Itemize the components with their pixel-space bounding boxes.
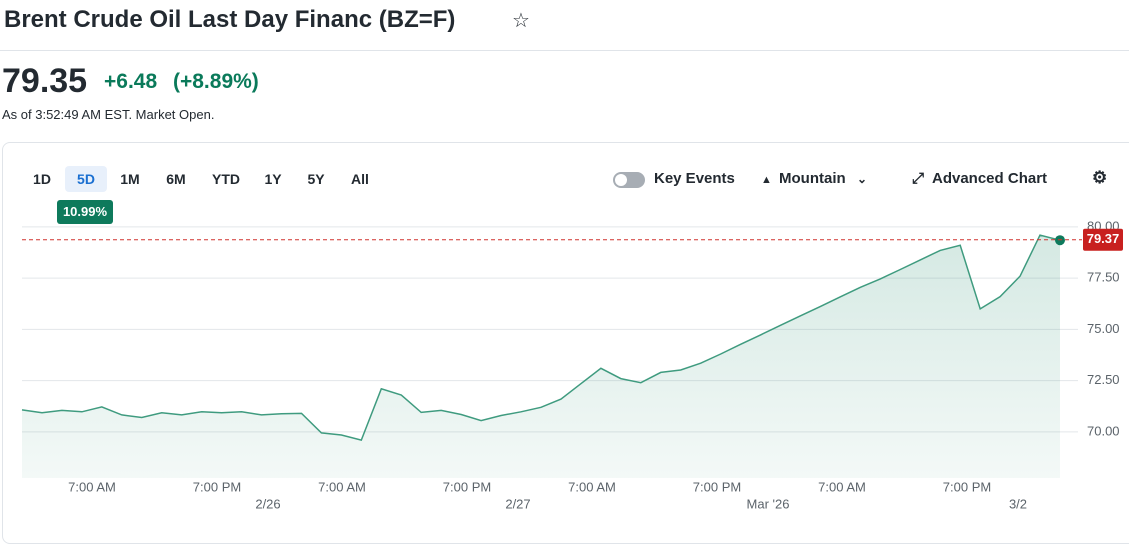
x-tick-label: 7:00 AM: [818, 479, 866, 494]
range-button[interactable]: All: [351, 171, 369, 187]
area: [22, 235, 1060, 478]
x-date-label: Mar '26: [747, 496, 790, 511]
price-change-pct: (+8.89%): [173, 70, 259, 93]
y-tick-label: 75.00: [1087, 321, 1120, 336]
y-tick-label: 70.00: [1087, 423, 1120, 438]
current-price-box: [1083, 228, 1123, 251]
range-change: 10.99%: [57, 200, 113, 224]
y-tick-label: 77.50: [1087, 270, 1120, 285]
dropdown-caret: ⌄: [857, 172, 868, 186]
as-of: As of 3:52:49 AM EST. Market Open.: [2, 107, 215, 122]
x-tick-label: 7:00 PM: [693, 479, 741, 494]
toggle-knob: [615, 174, 627, 186]
chart-type[interactable]: Mountain: [779, 170, 846, 187]
mountain-icon: ▲: [761, 174, 772, 186]
divider: [0, 50, 1129, 51]
range-button[interactable]: 1D: [33, 171, 51, 187]
range-button[interactable]: 1Y: [264, 171, 282, 187]
x-tick-label: 7:00 AM: [68, 479, 116, 494]
x-date-label: 2/27: [505, 496, 530, 511]
price-line: [21, 234, 1061, 441]
current-price-label: 79.37: [1087, 231, 1120, 246]
x-date-label: 2/26: [255, 496, 280, 511]
range-button[interactable]: 1M: [120, 171, 140, 187]
price: 79.35: [2, 62, 88, 100]
x-tick-label: 7:00 PM: [943, 479, 991, 494]
advanced-chart[interactable]: Advanced Chart: [932, 170, 1048, 187]
y-tick-label: 72.50: [1087, 372, 1120, 387]
watchlist-star[interactable]: ☆: [512, 10, 530, 32]
price-change: +6.48: [104, 70, 158, 93]
range-button[interactable]: 5Y: [307, 171, 325, 187]
page-title: Brent Crude Oil Last Day Financ (BZ=F): [4, 6, 456, 33]
x-date-label: 3/2: [1009, 496, 1027, 511]
x-tick-label: 7:00 PM: [443, 479, 491, 494]
x-tick-label: 7:00 AM: [318, 479, 366, 494]
x-tick-label: 7:00 PM: [193, 479, 241, 494]
range-button[interactable]: YTD: [212, 171, 240, 187]
key-events-label[interactable]: Key Events: [654, 170, 735, 187]
range-button[interactable]: 5D: [65, 166, 107, 192]
range-button[interactable]: 6M: [166, 171, 186, 187]
expand-icon: ⤢: [912, 170, 925, 187]
settings-icon[interactable]: ⚙: [1092, 168, 1108, 187]
x-tick-label: 7:00 AM: [568, 479, 616, 494]
page: 70.00 72.50 75.00 77.50 80.00 79.37 7:00 AM 7:0…: [0, 6, 1129, 544]
